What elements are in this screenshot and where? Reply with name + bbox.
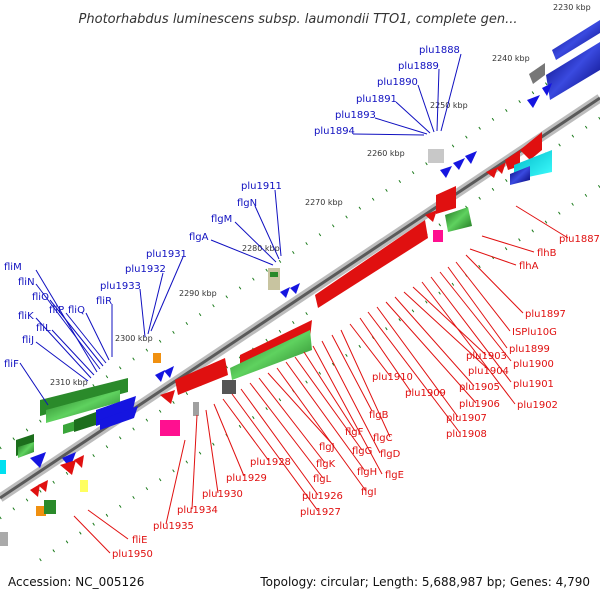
gene-label[interactable]: flgH bbox=[357, 467, 377, 478]
genome-backbone bbox=[0, 94, 600, 502]
gene-label[interactable]: fliR bbox=[96, 296, 112, 307]
map-title: Photorhabdus luminescens subsp. laumondi… bbox=[79, 12, 518, 27]
gene-label[interactable]: plu1894 bbox=[314, 126, 355, 137]
gene-label[interactable]: plu1893 bbox=[335, 110, 376, 121]
gene-label[interactable]: plu1890 bbox=[377, 77, 418, 88]
gene-label[interactable]: plu1889 bbox=[398, 61, 439, 72]
gene-label[interactable]: plu1935 bbox=[153, 521, 194, 532]
gene-label[interactable]: ISPlu10G bbox=[512, 327, 557, 338]
gene-label[interactable]: flgK bbox=[316, 459, 336, 470]
gene-label[interactable]: flgN bbox=[237, 198, 257, 209]
gene-label[interactable]: flgF bbox=[345, 427, 364, 438]
gene-label[interactable]: fliK bbox=[18, 311, 34, 322]
tick-label: 2300 kbp bbox=[115, 334, 153, 343]
tick-tracks bbox=[0, 46, 600, 562]
tick-label: 2240 kbp bbox=[492, 54, 530, 63]
gene-label[interactable]: plu1927 bbox=[300, 507, 341, 518]
forward-leader-lines bbox=[19, 53, 462, 406]
gene-label[interactable]: fliN bbox=[18, 277, 35, 288]
gene-label[interactable]: flgL bbox=[313, 474, 332, 485]
gene-label[interactable]: plu1932 bbox=[125, 264, 166, 275]
reverse-leader-lines bbox=[73, 205, 569, 554]
gene-label[interactable]: plu1926 bbox=[302, 491, 343, 502]
gene-label[interactable]: plu1901 bbox=[513, 379, 554, 390]
gene-label[interactable]: flgA bbox=[189, 232, 209, 243]
gene-label[interactable]: plu1911 bbox=[241, 181, 282, 192]
gene-label[interactable]: fliQ bbox=[68, 305, 85, 316]
forward-strand-features bbox=[0, 20, 600, 474]
gene-label[interactable]: plu1906 bbox=[459, 399, 500, 410]
gene-label[interactable]: flgC bbox=[373, 433, 393, 444]
gene-label[interactable]: plu1931 bbox=[146, 249, 187, 260]
gene-label[interactable]: plu1909 bbox=[405, 388, 446, 399]
gene-label[interactable]: fliM bbox=[4, 262, 22, 273]
gene-label[interactable]: fliP bbox=[49, 305, 64, 316]
gene-label[interactable]: flgI bbox=[361, 487, 377, 498]
gene-label[interactable]: fliO bbox=[32, 292, 49, 303]
gene-label[interactable]: plu1908 bbox=[446, 429, 487, 440]
gene-label[interactable]: plu1930 bbox=[202, 489, 243, 500]
reverse-gene-labels: plu1887 flhB flhA plu1897 ISPlu10G plu18… bbox=[112, 234, 600, 560]
gene-label[interactable]: flhB bbox=[537, 248, 557, 259]
gene-label[interactable]: plu1929 bbox=[226, 473, 267, 484]
gene-label[interactable]: plu1903 bbox=[466, 351, 507, 362]
gene-label[interactable]: plu1933 bbox=[100, 281, 141, 292]
gene-label[interactable]: flgJ bbox=[319, 442, 335, 453]
gene-label[interactable]: plu1897 bbox=[525, 309, 566, 320]
gene-label[interactable]: flgB bbox=[369, 410, 389, 421]
accession-text: Accession: NC_005126 bbox=[8, 575, 144, 589]
gene-label[interactable]: plu1950 bbox=[112, 549, 153, 560]
genome-summary-text: Topology: circular; Length: 5,688,987 bp… bbox=[259, 575, 590, 589]
gene-label[interactable]: flgD bbox=[380, 449, 401, 460]
tick-label: 2270 kbp bbox=[305, 198, 343, 207]
gene-label[interactable]: fliE bbox=[132, 535, 147, 546]
tick-label: 2230 kbp bbox=[553, 3, 591, 12]
gene-label[interactable]: plu1934 bbox=[177, 505, 218, 516]
gene-label[interactable]: fliF bbox=[4, 359, 19, 370]
gene-label[interactable]: plu1910 bbox=[372, 372, 413, 383]
gene-label[interactable]: flgM bbox=[211, 214, 232, 225]
gene-label[interactable]: flhA bbox=[519, 261, 539, 272]
tick-label: 2250 kbp bbox=[430, 101, 468, 110]
gene-label[interactable]: plu1905 bbox=[459, 382, 500, 393]
gene-label[interactable]: plu1900 bbox=[513, 359, 554, 370]
gene-label[interactable]: plu1891 bbox=[356, 94, 397, 105]
gene-label[interactable]: plu1907 bbox=[446, 413, 487, 424]
forward-gene-labels: plu1888 plu1889 plu1890 plu1891 plu1893 … bbox=[4, 45, 460, 370]
tick-label: 2290 kbp bbox=[179, 289, 217, 298]
gene-label[interactable]: fliL bbox=[36, 323, 51, 334]
tick-label: 2310 kbp bbox=[50, 378, 88, 387]
gene-label[interactable]: flgE bbox=[385, 470, 404, 481]
gene-label[interactable]: plu1902 bbox=[517, 400, 558, 411]
gene-label[interactable]: plu1887 bbox=[559, 234, 600, 245]
gene-label[interactable]: plu1888 bbox=[419, 45, 460, 56]
scale-labels: 2230 kbp 2240 kbp 2250 kbp 2260 kbp 2270… bbox=[50, 3, 591, 387]
gene-label[interactable]: plu1928 bbox=[250, 457, 291, 468]
tick-label: 2260 kbp bbox=[367, 149, 405, 158]
tick-label: 2280 kbp bbox=[242, 244, 280, 253]
gene-label[interactable]: fliJ bbox=[22, 335, 34, 346]
gene-label[interactable]: flgG bbox=[352, 446, 372, 457]
reverse-strand-features bbox=[0, 132, 552, 546]
gene-label[interactable]: plu1904 bbox=[468, 366, 509, 377]
gene-label[interactable]: plu1899 bbox=[509, 344, 550, 355]
